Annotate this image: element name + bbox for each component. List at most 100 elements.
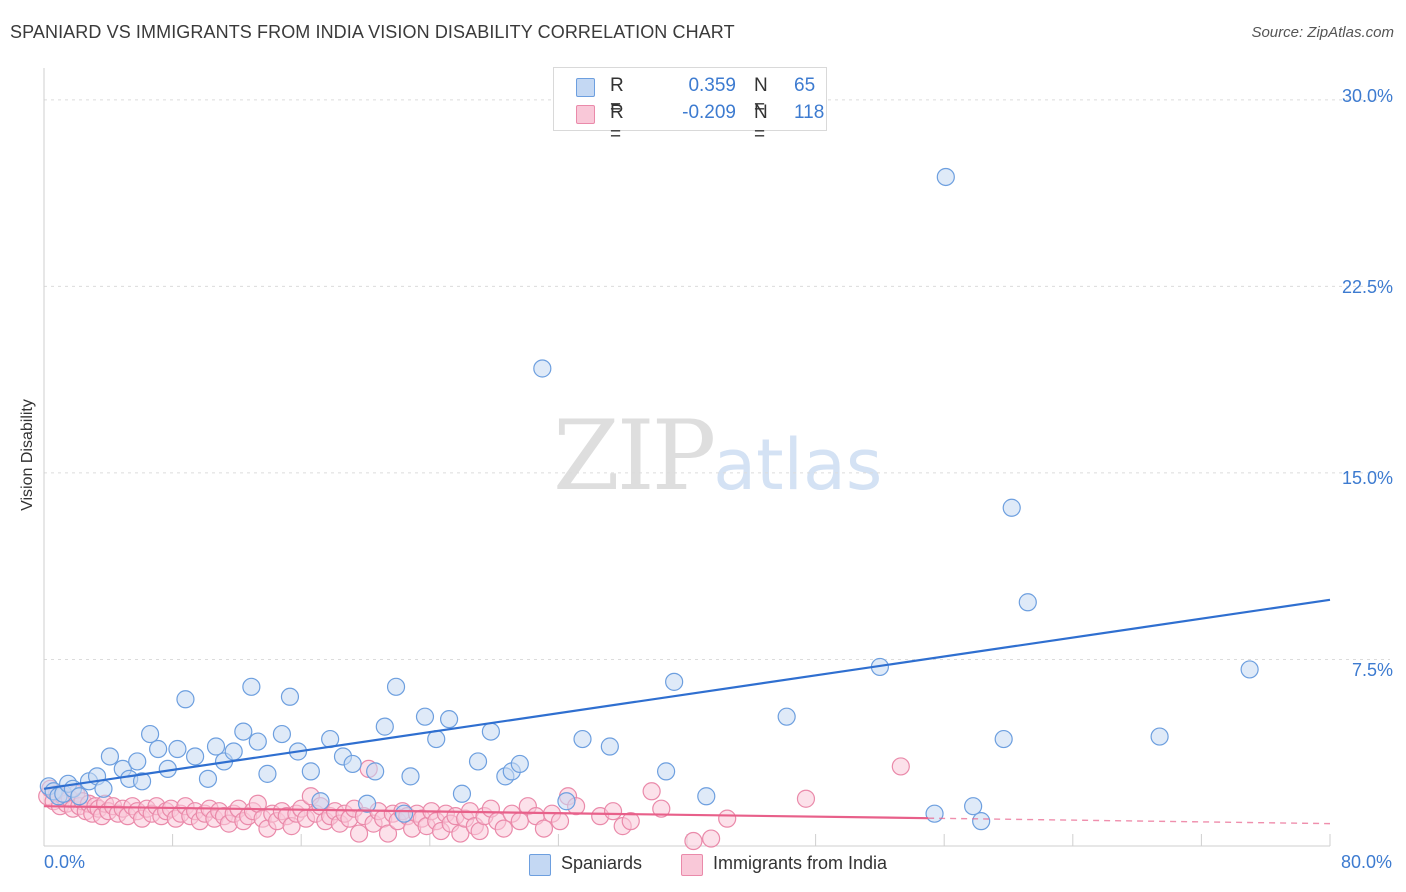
india-point — [621, 812, 640, 831]
spaniard-point — [777, 707, 796, 726]
spaniard-point — [206, 737, 226, 756]
spaniard-point — [186, 747, 205, 766]
spaniard-point — [242, 677, 261, 696]
spaniard-point — [439, 710, 459, 729]
legend-r-label: R = — [610, 75, 624, 118]
spaniard-point — [394, 804, 414, 823]
chart-title: SPANIARD VS IMMIGRANTS FROM INDIA VISION… — [10, 22, 735, 42]
spaniard-point — [224, 742, 243, 761]
x-tick-min: 0.0% — [44, 852, 86, 872]
y-axis-label: Vision Disability — [19, 399, 36, 511]
legend-n-value: 65 — [794, 75, 816, 96]
y-tick-15: 15.0% — [1341, 468, 1393, 488]
y-tick-22-5: 22.5% — [1341, 277, 1393, 297]
watermark-zip: ZIP — [553, 400, 716, 512]
india-trendline-extension — [928, 817, 1331, 825]
spaniard-point — [358, 794, 377, 813]
india-point — [718, 809, 737, 828]
spaniard-point — [248, 732, 267, 751]
india-point — [796, 789, 816, 808]
spaniard-point — [1002, 498, 1021, 517]
india-point — [494, 819, 513, 838]
x-tick-max: 80.0% — [1340, 852, 1392, 872]
spaniard-point — [557, 792, 576, 811]
spaniard-point — [925, 804, 944, 823]
spaniard-point — [132, 772, 152, 791]
spaniard-point — [386, 677, 406, 696]
spaniard-point — [573, 729, 592, 749]
trendlines — [43, 598, 1331, 825]
legend-r-value: -0.209 — [682, 102, 736, 123]
spaniard-point — [600, 737, 619, 756]
spaniard-point — [415, 707, 435, 726]
legend-r-label: R = — [610, 102, 624, 145]
legend-n-value: 118 — [794, 102, 825, 123]
spaniard-point — [168, 739, 187, 759]
spaniard-points — [39, 167, 1259, 831]
india-point — [642, 782, 661, 801]
spaniard-point — [1240, 660, 1259, 679]
spaniard-point — [301, 762, 320, 781]
spaniard-point — [280, 687, 300, 706]
spaniard-point — [140, 724, 160, 744]
spaniard-point — [94, 779, 113, 798]
india-point — [603, 802, 623, 821]
india-point — [702, 829, 721, 848]
legend-n-label: N = — [754, 75, 768, 118]
india-point — [684, 831, 703, 851]
legend-n-label: N = — [754, 102, 768, 145]
correlation-legend: R = 0.359 N = 65 R = -0.209 N = 118 — [553, 67, 827, 145]
spaniard-point — [972, 812, 991, 831]
spaniard-point — [375, 717, 394, 736]
bottom-legend-swatch-pink — [681, 854, 703, 876]
spaniard-point — [1150, 727, 1169, 746]
india-point — [349, 824, 369, 843]
india-point — [534, 819, 554, 838]
spaniard-point — [665, 672, 684, 691]
spaniard-point — [964, 797, 983, 816]
spaniard-point — [1018, 593, 1037, 612]
spaniard-point — [994, 729, 1013, 749]
spaniard-point — [533, 359, 552, 378]
spaniard-point — [70, 787, 89, 806]
y-tick-7-5: 7.5% — [1351, 660, 1393, 680]
spaniard-point — [697, 787, 716, 806]
watermark: ZIPatlas — [553, 400, 882, 512]
spaniard-trendline — [43, 598, 1331, 790]
spaniard-point — [366, 762, 385, 781]
spaniard-point — [198, 769, 218, 788]
bottom-legend-label: Spaniards — [561, 853, 643, 873]
gridlines — [44, 99, 1390, 660]
legend-swatch-pink — [576, 105, 595, 124]
watermark-atlas: atlas — [713, 424, 883, 506]
spaniard-point — [510, 754, 529, 774]
bottom-legend-swatch-blue — [529, 854, 551, 876]
spaniard-point — [234, 722, 253, 741]
spaniard-point — [657, 762, 676, 781]
india-trendline — [43, 805, 929, 820]
india-point — [510, 812, 529, 831]
legend-swatch-blue — [576, 78, 595, 97]
spaniard-point — [481, 722, 500, 741]
india-point — [550, 812, 570, 831]
spaniard-point — [128, 752, 147, 771]
bottom-legend-label: Immigrants from India — [713, 853, 888, 873]
spaniard-point — [343, 754, 362, 774]
spaniard-point — [311, 792, 330, 811]
legend-r-value: 0.359 — [688, 75, 736, 96]
spaniard-point — [176, 690, 195, 709]
spaniard-point — [452, 784, 472, 803]
spaniard-point — [258, 764, 277, 783]
chart-source: Source: ZipAtlas.com — [1251, 24, 1394, 41]
spaniard-point — [936, 167, 955, 187]
y-tick-30: 30.0% — [1341, 86, 1393, 106]
india-point — [652, 799, 671, 818]
spaniard-point — [272, 724, 292, 744]
india-point — [378, 824, 398, 843]
spaniard-point — [149, 739, 168, 759]
spaniard-point — [100, 747, 120, 766]
india-point — [891, 757, 910, 776]
spaniard-point — [468, 752, 488, 771]
spaniard-point — [401, 767, 420, 786]
